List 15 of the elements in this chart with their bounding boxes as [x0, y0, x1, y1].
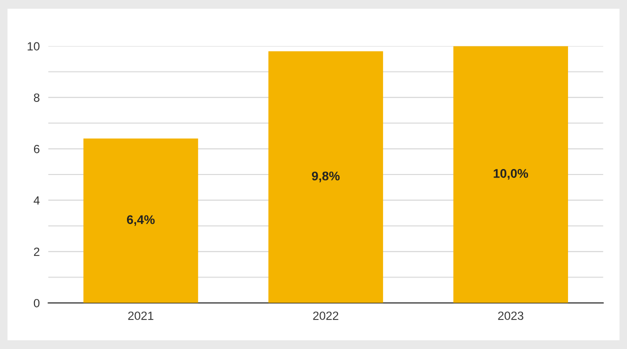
x-tick-label: 2023: [498, 312, 524, 320]
data-label: 10,0%: [494, 169, 528, 180]
y-tick-label: 4: [34, 196, 40, 204]
x-tick-label: 2022: [313, 312, 338, 320]
bar: [268, 51, 384, 303]
y-tick-label: 6: [34, 144, 40, 154]
data-label: 9,8%: [312, 172, 340, 182]
y-tick-label: 10: [28, 42, 40, 50]
x-tick-label: 2021: [128, 312, 154, 320]
y-tick-label: 8: [34, 93, 40, 102]
y-tick-label: 2: [34, 248, 40, 256]
bar: [83, 138, 198, 303]
y-tick-label: 0: [34, 298, 40, 308]
bar: [453, 46, 568, 303]
data-label: 6,4%: [126, 215, 155, 226]
